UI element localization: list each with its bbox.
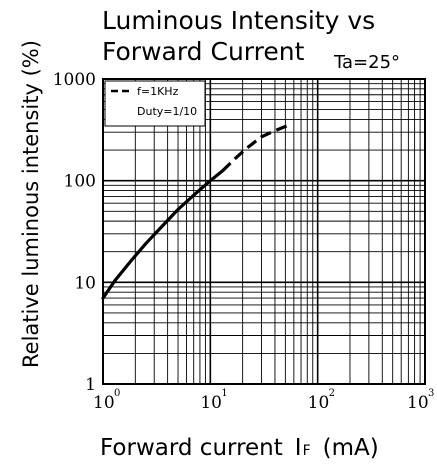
series-line-dashed — [221, 123, 291, 172]
x-tick-label: 10 — [200, 393, 222, 413]
condition-label: Ta=25° — [333, 52, 400, 73]
legend-box — [104, 80, 206, 127]
x-axis-label-unit: (mA) — [323, 435, 379, 461]
series-group — [101, 123, 291, 300]
x-tick-exponent: 0 — [114, 388, 120, 399]
series-line-solid — [101, 169, 225, 300]
x-tick-exponent: 3 — [428, 388, 434, 399]
chart-title-line-1: Luminous Intensity vs — [102, 6, 375, 35]
y-axis-label: Relative luminous intensity (%) — [19, 40, 43, 368]
y-tick-label: 10 — [74, 273, 96, 293]
y-tick-label: 1 — [85, 375, 96, 395]
x-axis-label-text: Forward current — [100, 435, 283, 461]
x-axis-label-subscript: F — [303, 443, 311, 459]
legend-line-1: f=1KHz — [137, 85, 179, 98]
grid — [103, 79, 425, 384]
x-tick-label: 10 — [93, 393, 115, 413]
x-axis-label-symbol: I — [295, 435, 302, 461]
chart-title-line-2: Forward Current — [102, 37, 305, 66]
x-tick-label: 10 — [308, 393, 330, 413]
x-tick-label: 10 — [407, 393, 429, 413]
y-tick-labels: 1 10 100 1000 — [53, 70, 96, 395]
x-tick-exponent: 2 — [329, 388, 335, 399]
x-axis-label: Forward current IF (mA) — [100, 435, 379, 461]
x-tick-labels: 10 0 10 1 10 2 10 3 — [93, 388, 434, 413]
x-tick-exponent: 1 — [221, 388, 227, 399]
y-tick-label: 1000 — [53, 70, 96, 90]
legend: f=1KHz Duty=1/10 — [104, 80, 206, 127]
plot-frame — [102, 78, 426, 385]
legend-line-2: Duty=1/10 — [137, 105, 197, 118]
y-tick-label: 100 — [64, 172, 96, 192]
